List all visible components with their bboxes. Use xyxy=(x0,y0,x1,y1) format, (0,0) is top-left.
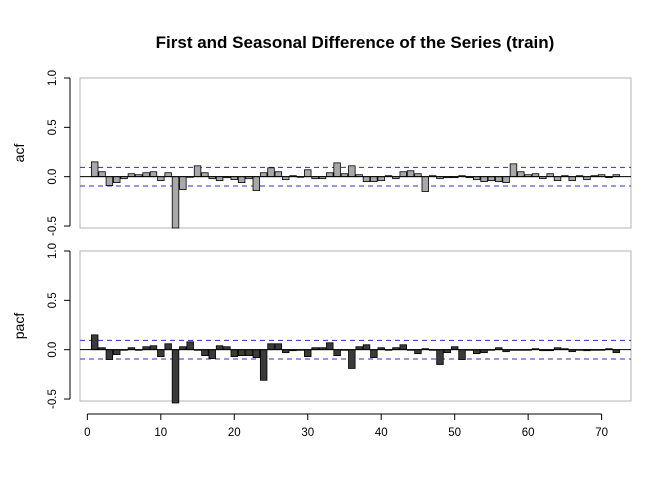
bar-lag-55 xyxy=(487,176,496,182)
y-tick-label: 0.0 xyxy=(47,342,59,358)
bar-lag-23 xyxy=(252,176,261,191)
bar-lag-16 xyxy=(201,349,209,357)
bar-lag-59 xyxy=(517,171,525,178)
bar-lag-36 xyxy=(348,349,356,369)
bar-lag-15 xyxy=(193,165,202,178)
acf-panel: -0.5 0.0 0.5 1.0 acf xyxy=(11,70,632,236)
bar-lag-57 xyxy=(502,176,510,184)
bar-lag-30 xyxy=(304,169,312,178)
bar-lag-1 xyxy=(90,161,99,178)
y-tick-label: 0.5 xyxy=(47,119,59,135)
bar-lag-3 xyxy=(105,176,114,186)
bar-lag-43 xyxy=(399,344,407,351)
y-tick-label: 1.0 xyxy=(47,70,59,86)
bar-lag-23 xyxy=(252,349,261,358)
bar-lag-45 xyxy=(414,349,422,355)
bar-lag-12 xyxy=(171,349,180,404)
bar-lag-66 xyxy=(568,176,576,182)
x-tick-label: 0 xyxy=(84,427,90,439)
bar-lag-54 xyxy=(480,176,488,183)
bar-lag-33 xyxy=(326,172,334,178)
x-tick-label: 30 xyxy=(301,427,314,439)
bar-lag-34 xyxy=(333,349,341,357)
bar-lag-25 xyxy=(267,167,275,178)
bar-lag-20 xyxy=(230,349,238,357)
bar-lag-33 xyxy=(326,342,334,351)
bar-lag-30 xyxy=(304,349,312,357)
bar-lag-13 xyxy=(179,176,187,190)
bar-lag-51 xyxy=(458,349,466,360)
bar-lag-18 xyxy=(215,176,224,182)
bar-lag-21 xyxy=(237,176,246,184)
bar-lag-64 xyxy=(553,176,562,182)
bar-lag-2 xyxy=(98,171,106,178)
bar-lag-48 xyxy=(436,349,444,365)
bar-lag-10 xyxy=(157,349,165,357)
y-axis-label: pacf xyxy=(11,313,27,340)
y-axis-label: acf xyxy=(11,144,27,163)
plot-frame xyxy=(79,77,632,229)
bar-lag-18 xyxy=(215,345,224,351)
y-tick-label: 0.0 xyxy=(47,169,59,185)
bar-lag-9 xyxy=(149,345,158,351)
y-tick-label: 0.5 xyxy=(47,292,59,308)
bar-lag-4 xyxy=(113,176,121,184)
bar-lag-9 xyxy=(149,171,158,178)
x-tick-label: 60 xyxy=(522,427,535,439)
bar-lag-12 xyxy=(171,176,180,229)
lag-x-axis: 0 10 20 30 40 50 60 70 xyxy=(84,413,608,439)
bar-lag-56 xyxy=(495,176,503,183)
bar-lag-24 xyxy=(259,349,268,381)
bar-lag-14 xyxy=(186,341,194,351)
bar-lag-17 xyxy=(208,349,216,359)
bar-lag-16 xyxy=(201,172,209,178)
bar-lag-38 xyxy=(362,344,371,351)
y-tick-label: -0.5 xyxy=(47,389,59,409)
bar-lag-43 xyxy=(399,171,407,178)
pacf-panel: -0.5 0.0 0.5 1.0 pacf xyxy=(11,243,632,409)
bar-lag-1 xyxy=(90,334,99,351)
bar-lag-8 xyxy=(142,172,150,178)
bar-lag-22 xyxy=(245,349,253,357)
plot-frame xyxy=(79,250,632,402)
y-tick-label: 1.0 xyxy=(47,243,59,259)
bar-lag-21 xyxy=(237,349,246,357)
bar-lag-24 xyxy=(259,172,268,178)
x-tick-label: 20 xyxy=(228,427,241,439)
bar-lag-38 xyxy=(362,176,371,183)
bar-lag-26 xyxy=(274,171,283,178)
bar-lag-26 xyxy=(274,343,283,351)
y-tick-label: -0.5 xyxy=(47,216,59,236)
bar-lag-39 xyxy=(370,176,378,183)
bar-lag-11 xyxy=(164,172,172,178)
x-tick-label: 70 xyxy=(595,427,608,439)
bar-lag-58 xyxy=(509,163,518,178)
bar-lag-34 xyxy=(333,162,341,178)
bar-lag-46 xyxy=(421,176,429,192)
bar-lag-40 xyxy=(377,176,385,182)
x-tick-label: 10 xyxy=(154,427,167,439)
bar-lag-10 xyxy=(157,176,165,182)
bar-lag-11 xyxy=(164,343,172,351)
bar-lag-3 xyxy=(105,349,114,360)
bar-lag-53 xyxy=(473,349,481,355)
x-tick-label: 40 xyxy=(375,427,388,439)
bar-lag-4 xyxy=(113,349,121,356)
bar-lag-44 xyxy=(406,170,415,178)
bar-lag-39 xyxy=(370,349,378,358)
x-tick-label: 50 xyxy=(448,427,461,439)
bar-lag-25 xyxy=(267,343,275,351)
chart-title: First and Seasonal Difference of the Ser… xyxy=(156,33,555,52)
bar-lag-36 xyxy=(348,165,356,178)
